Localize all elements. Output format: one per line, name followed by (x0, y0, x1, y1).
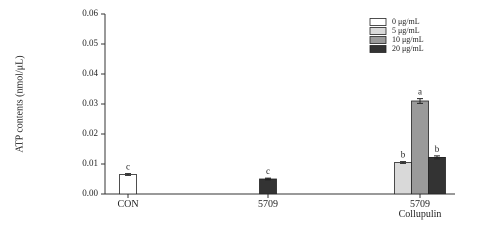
bar (119, 174, 137, 195)
legend-label: 20 μg/mL (392, 44, 424, 53)
legend-swatch (369, 36, 387, 44)
legend-label: 0 μg/mL (392, 17, 420, 26)
y-tick-label: 0.00 (82, 188, 98, 198)
error-bar (400, 161, 406, 164)
error-bar (125, 173, 131, 176)
x-tick-label: 5709 Collupulin (398, 199, 442, 220)
significance-letter: c (126, 162, 130, 172)
legend-label: 10 μg/mL (392, 35, 424, 44)
significance-letter: a (418, 87, 422, 97)
chart: ATP contents (nmol/μL) 0.00 0.01 0.02 0.03 0… (14, 8, 455, 198)
bar (259, 178, 277, 195)
significance-letter: b (435, 144, 440, 154)
significance-letter: c (266, 166, 270, 176)
x-tick-label: 5709 (258, 199, 278, 210)
x-tick-label: CON (117, 199, 139, 210)
y-tick-label: 0.02 (82, 128, 98, 138)
error-bar (265, 177, 271, 181)
significance-letter: b (401, 150, 406, 160)
legend-swatch (369, 27, 387, 35)
y-tick-label: 0.05 (82, 38, 98, 48)
error-bar (434, 155, 440, 160)
error-bar (417, 98, 423, 104)
bar (411, 100, 429, 195)
bar (394, 162, 412, 195)
y-tick-label: 0.04 (82, 68, 98, 78)
bar (428, 156, 446, 195)
chart-container: ATP contents (nmol/μL) 0.00 0.01 0.02 0.03 0… (14, 8, 455, 220)
legend-label: 5 μg/mL (392, 26, 420, 35)
y-tick-label: 0.06 (82, 8, 98, 18)
legend-swatch (369, 18, 387, 26)
y-tick-label: 0.01 (82, 158, 98, 168)
y-axis-label: ATP contents (nmol/μL) (14, 55, 25, 152)
legend-swatch (369, 45, 387, 53)
y-tick-label: 0.03 (82, 98, 98, 108)
